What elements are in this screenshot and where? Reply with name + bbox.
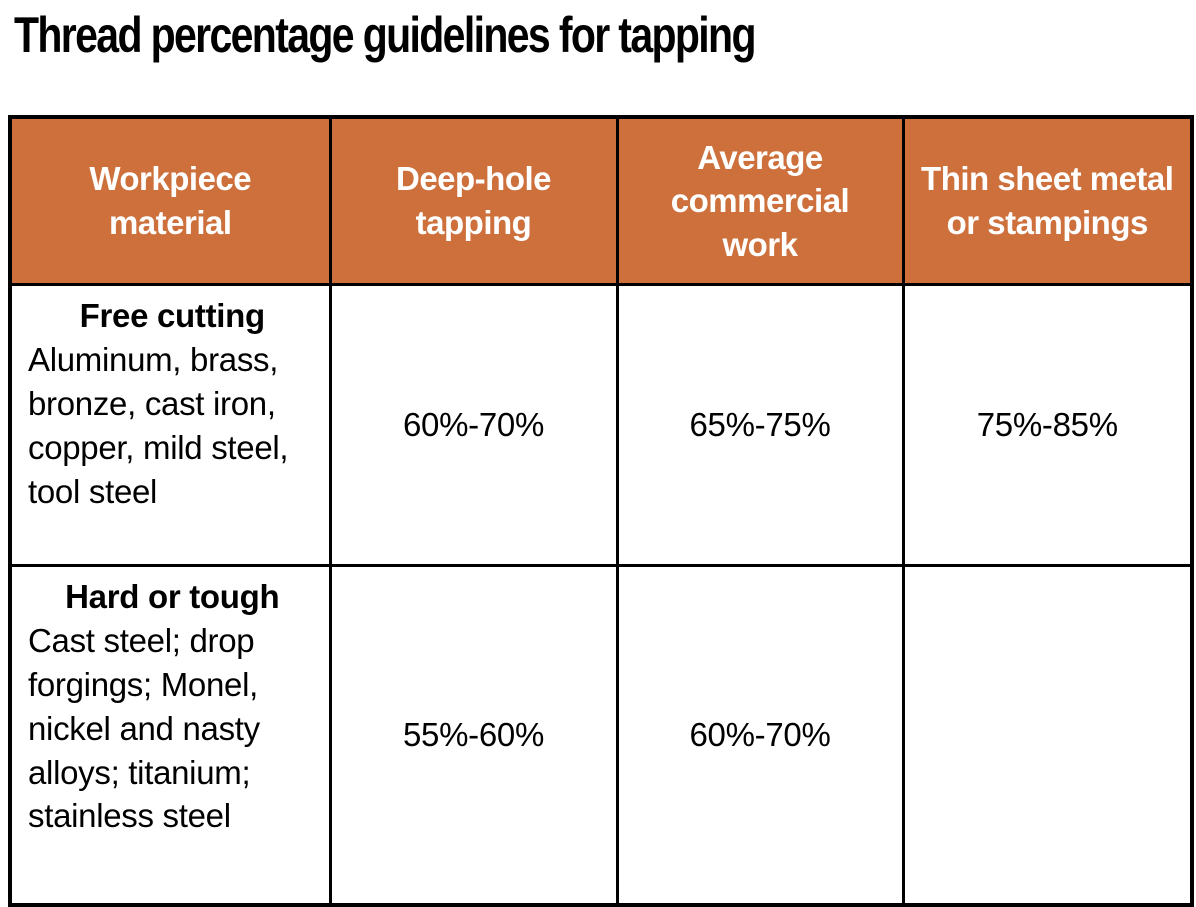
material-list: Aluminum, brass, bronze, cast iron, copp… (28, 340, 289, 510)
material-cell-hard-or-tough: Hard or tough Cast steel; drop forgings;… (8, 564, 332, 907)
cell-free-cutting-deep-hole-tapping: 60%-70% (328, 283, 619, 567)
col-header-thin-sheet-metal-or-stampings: Thin sheet metal or stampings (901, 115, 1194, 286)
cell-free-cutting-average-commercial-work: 65%-75% (615, 283, 905, 567)
page-title: Thread percentage guidelines for tapping (14, 7, 756, 63)
cell-free-cutting-thin-sheet-metal: 75%-85% (901, 283, 1194, 567)
cell-hard-or-tough-thin-sheet-metal (901, 564, 1194, 907)
material-category: Free cutting (79, 297, 266, 334)
cell-hard-or-tough-average-commercial-work: 60%-70% (615, 564, 905, 907)
tapping-guidelines-table: Workpiece material Deep-hole tapping Ave… (8, 115, 1194, 907)
table-row-free-cutting: Free cutting Aluminum, brass, bronze, ca… (8, 283, 1194, 567)
col-header-average-commercial-work: Average commercial work (615, 115, 905, 286)
col-header-workpiece-material: Workpiece material (8, 115, 332, 286)
material-list: Cast steel; drop forgings; Monel, nickel… (28, 621, 260, 835)
cell-hard-or-tough-deep-hole-tapping: 55%-60% (328, 564, 619, 907)
material-category: Hard or tough (65, 578, 280, 615)
col-header-deep-hole-tapping: Deep-hole tapping (328, 115, 619, 286)
table-row-hard-or-tough: Hard or tough Cast steel; drop forgings;… (8, 564, 1194, 907)
material-cell-free-cutting: Free cutting Aluminum, brass, bronze, ca… (8, 283, 332, 567)
header-row: Workpiece material Deep-hole tapping Ave… (8, 115, 1194, 286)
